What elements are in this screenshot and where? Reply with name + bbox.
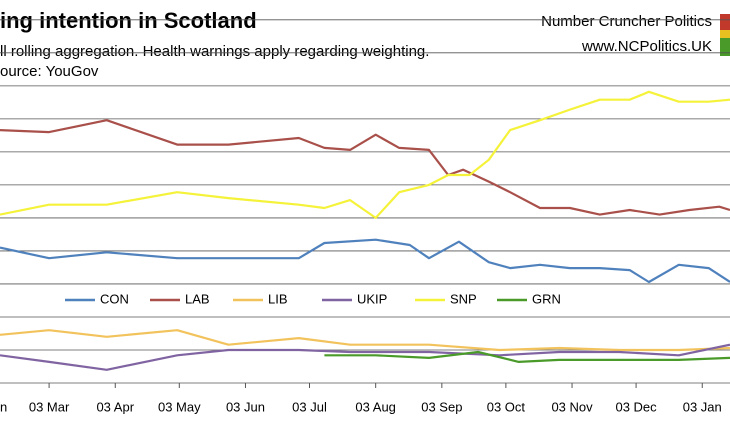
legend-label: CON	[100, 291, 129, 306]
x-tick-label: 03 Apr	[96, 399, 134, 414]
website: www.NCPolitics.UK	[581, 38, 712, 55]
series-line	[0, 119, 730, 216]
series-line	[0, 329, 730, 352]
x-tick-label: 03 May	[158, 399, 201, 414]
x-tick-label: 03 Oct	[487, 399, 526, 414]
logo-stripe	[720, 38, 730, 56]
legend-label: LIB	[268, 291, 288, 306]
legend-label: LAB	[185, 291, 210, 306]
brand: Number Cruncher Politics	[541, 13, 712, 30]
x-tick-label: 03 Jul	[292, 399, 327, 414]
x-tick-label: 03 Jun	[226, 399, 265, 414]
series-line	[0, 238, 730, 284]
series-line	[0, 343, 730, 371]
x-tick-label: 03 Aug	[355, 399, 396, 414]
legend-label: UKIP	[357, 291, 387, 306]
x-tick-label: 03 Dec	[615, 399, 657, 414]
series-line	[0, 90, 730, 219]
x-tick-label: 03 Jan	[683, 399, 722, 414]
legend-label: GRN	[532, 291, 561, 306]
legend-label: SNP	[450, 291, 477, 306]
x-tick-label: 03 Sep	[421, 399, 462, 414]
logo-stripe	[720, 14, 730, 30]
series-line	[324, 350, 730, 363]
chart-title: ing intention in Scotland	[0, 8, 257, 33]
x-tick-label: n	[0, 399, 7, 414]
x-tick-label: 03 Mar	[29, 399, 70, 414]
source: ource: YouGov	[0, 63, 99, 80]
logo-stripe	[720, 30, 730, 38]
x-tick-label: 03 Nov	[551, 399, 593, 414]
subtitle: ll rolling aggregation. Health warnings …	[0, 43, 429, 60]
